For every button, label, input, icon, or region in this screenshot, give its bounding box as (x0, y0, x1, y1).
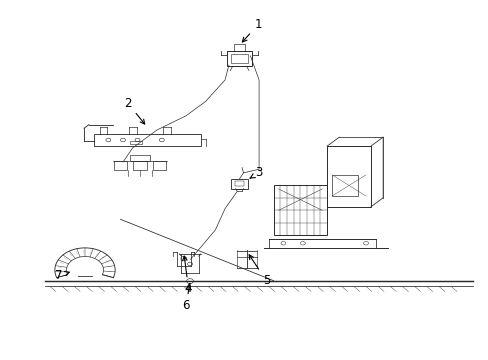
Text: 6: 6 (182, 285, 190, 312)
Bar (230, 179, 248, 189)
Text: 2: 2 (124, 97, 144, 124)
Bar (230, 54, 248, 63)
Text: 1: 1 (242, 18, 262, 42)
Bar (130, 155, 149, 161)
Bar (326, 146, 370, 207)
Bar (133, 161, 146, 170)
Bar (233, 44, 245, 51)
Bar (114, 161, 127, 170)
Bar (273, 185, 326, 235)
Bar (226, 51, 252, 66)
Bar (331, 175, 358, 196)
Bar (234, 181, 244, 186)
Text: 3: 3 (249, 166, 262, 179)
Bar (152, 161, 166, 170)
Bar (130, 141, 142, 144)
Text: 7: 7 (55, 269, 69, 282)
Text: 5: 5 (249, 255, 269, 287)
Text: 4: 4 (182, 256, 192, 296)
